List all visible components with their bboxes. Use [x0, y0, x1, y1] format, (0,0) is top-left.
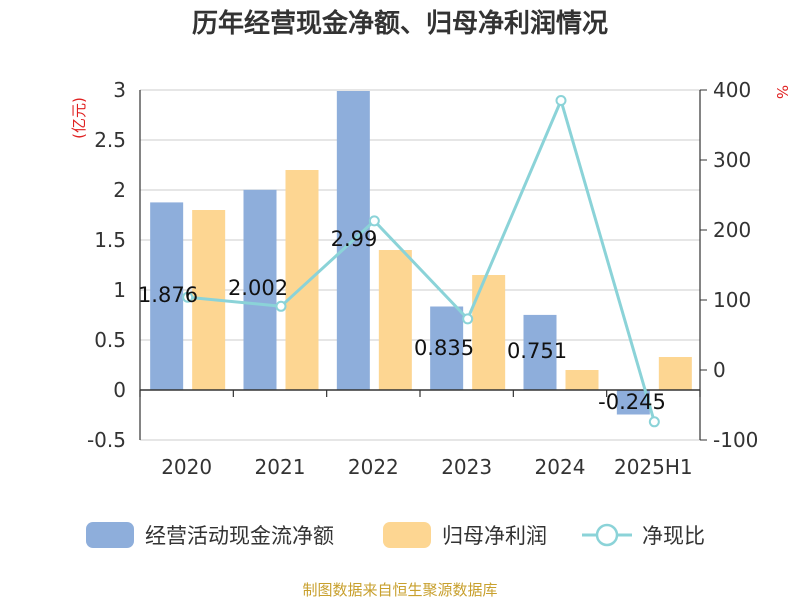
ratio-point: [648, 416, 660, 428]
bar-netprofit: [658, 357, 692, 390]
bar-cashflow: [243, 189, 277, 390]
legend-swatch-netprofit: [383, 522, 431, 548]
chart-title: 历年经营现金净额、归母净利润情况: [192, 8, 608, 39]
left-tick-label: 2: [113, 178, 126, 202]
data-label-cashflow: 0.751: [507, 339, 567, 363]
bar-cashflow: [523, 314, 557, 390]
right-tick-label: 400: [713, 78, 751, 102]
left-tick-label: 1: [113, 278, 126, 302]
category-label: 2020: [161, 455, 212, 479]
bar-netprofit: [378, 250, 412, 390]
data-label-cashflow: 2.99: [331, 227, 378, 251]
ratio-point: [555, 95, 567, 106]
bar-cashflow: [616, 390, 650, 415]
bar-netprofit: [285, 170, 319, 390]
right-axis-ticks: -100 0 100 200 300 400: [700, 78, 758, 452]
right-tick-label: 300: [713, 148, 751, 172]
legend: 经营活动现金流净额 归母净利润 净现比: [86, 522, 705, 548]
data-label-cashflow: 0.835: [414, 336, 474, 360]
data-label-cashflow: 1.876: [138, 283, 198, 307]
ratio-point: [368, 215, 380, 227]
data-label-cashflow: -0.245: [598, 390, 666, 414]
source-note: 制图数据来自恒生聚源数据库: [302, 581, 497, 599]
right-tick-label: 0: [713, 358, 726, 382]
bar-cashflow: [150, 202, 184, 390]
left-tick-label: 0: [113, 378, 126, 402]
right-tick-label: -100: [713, 428, 758, 452]
left-axis-unit: (亿元): [70, 97, 88, 139]
axes: [139, 90, 701, 440]
left-tick-label: 3: [113, 78, 126, 102]
category-label: 2025H1: [614, 455, 693, 479]
bar-netprofit: [565, 370, 599, 390]
left-tick-label: 0.5: [94, 328, 126, 352]
category-labels: 2020 2021 2022 2023 2024 2025H1: [161, 455, 692, 479]
data-label-cashflow: 2.002: [228, 276, 288, 300]
legend-label-cashflow: 经营活动现金流净额: [145, 524, 334, 548]
ratio-point: [275, 300, 287, 312]
legend-swatch-ratio-marker: [595, 523, 619, 547]
category-label: 2021: [255, 455, 306, 479]
legend-label-ratio: 净现比: [642, 524, 705, 548]
data-labels: 1.876 2.002 2.99 0.835 0.751 -0.245: [138, 227, 666, 414]
bar-netprofit: [472, 275, 506, 390]
legend-label-netprofit: 归母净利润: [442, 524, 547, 548]
ratio-point: [182, 291, 194, 303]
bar-cashflow: [430, 306, 464, 390]
ratio-line: [182, 95, 660, 428]
right-axis-unit: %: [773, 85, 791, 99]
right-tick-label: 100: [713, 288, 751, 312]
ratio-line-path: [187, 99, 656, 423]
right-tick-label: 200: [713, 218, 751, 242]
left-axis-ticks: -0.5 0 0.5 1 1.5 2 2.5 3: [87, 78, 126, 452]
left-tick-label: 1.5: [94, 228, 126, 252]
legend-swatch-cashflow: [86, 522, 134, 548]
category-label: 2023: [441, 455, 492, 479]
category-label: 2024: [535, 455, 586, 479]
bars: [150, 91, 692, 415]
category-label: 2022: [348, 455, 399, 479]
left-tick-label: 2.5: [94, 128, 126, 152]
left-tick-label: -0.5: [87, 428, 126, 452]
ratio-point: [462, 313, 474, 325]
